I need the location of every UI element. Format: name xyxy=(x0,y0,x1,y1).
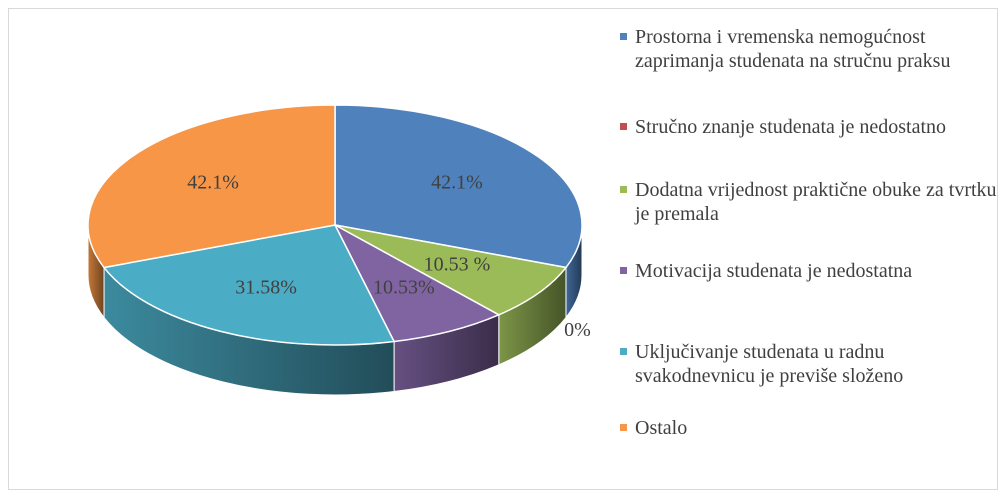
slice xyxy=(334,104,583,269)
chart-border xyxy=(8,8,998,490)
legend-item: Ostalo xyxy=(620,416,1005,440)
legend-label: Uključivanje studenata u radnu svakodnev… xyxy=(635,341,904,387)
legend-item: Uključivanje studenata u radnu svakodnev… xyxy=(620,340,1005,388)
data-label: 31.58% xyxy=(235,276,297,298)
data-label: 0% xyxy=(564,319,591,341)
data-label: 42.1% xyxy=(187,172,239,194)
legend-label: Ostalo xyxy=(635,417,688,439)
slice xyxy=(333,223,501,343)
legend-item: Prostorna i vremenska nemogućnost zaprim… xyxy=(620,25,1005,73)
slice xyxy=(334,224,568,316)
legend-label: Motivacija studenata je nedostatna xyxy=(635,260,913,282)
slice xyxy=(87,104,336,269)
slice xyxy=(102,224,396,346)
legend-marker xyxy=(620,123,627,130)
legend-marker xyxy=(620,424,627,431)
legend-item: Motivacija studenata je nedostatna xyxy=(620,259,1005,283)
legend-label: Stručno znanje studenata je nedostatno xyxy=(635,116,947,138)
legend-marker xyxy=(620,33,627,40)
legend-label: Prostorna i vremenska nemogućnost zaprim… xyxy=(635,26,951,72)
legend-marker xyxy=(620,186,627,193)
legend-marker xyxy=(620,267,627,274)
data-label: 10.53% xyxy=(373,276,435,298)
legend-item: Dodatna vrijednost praktične obuke za tv… xyxy=(620,178,1005,226)
data-label: 42.1% xyxy=(431,172,483,194)
legend-marker xyxy=(620,348,627,355)
data-label: 10.53 % xyxy=(424,253,491,275)
legend-item: Stručno znanje studenata je nedostatno xyxy=(620,115,1005,139)
legend-label: Dodatna vrijednost praktične obuke za tv… xyxy=(635,179,997,225)
